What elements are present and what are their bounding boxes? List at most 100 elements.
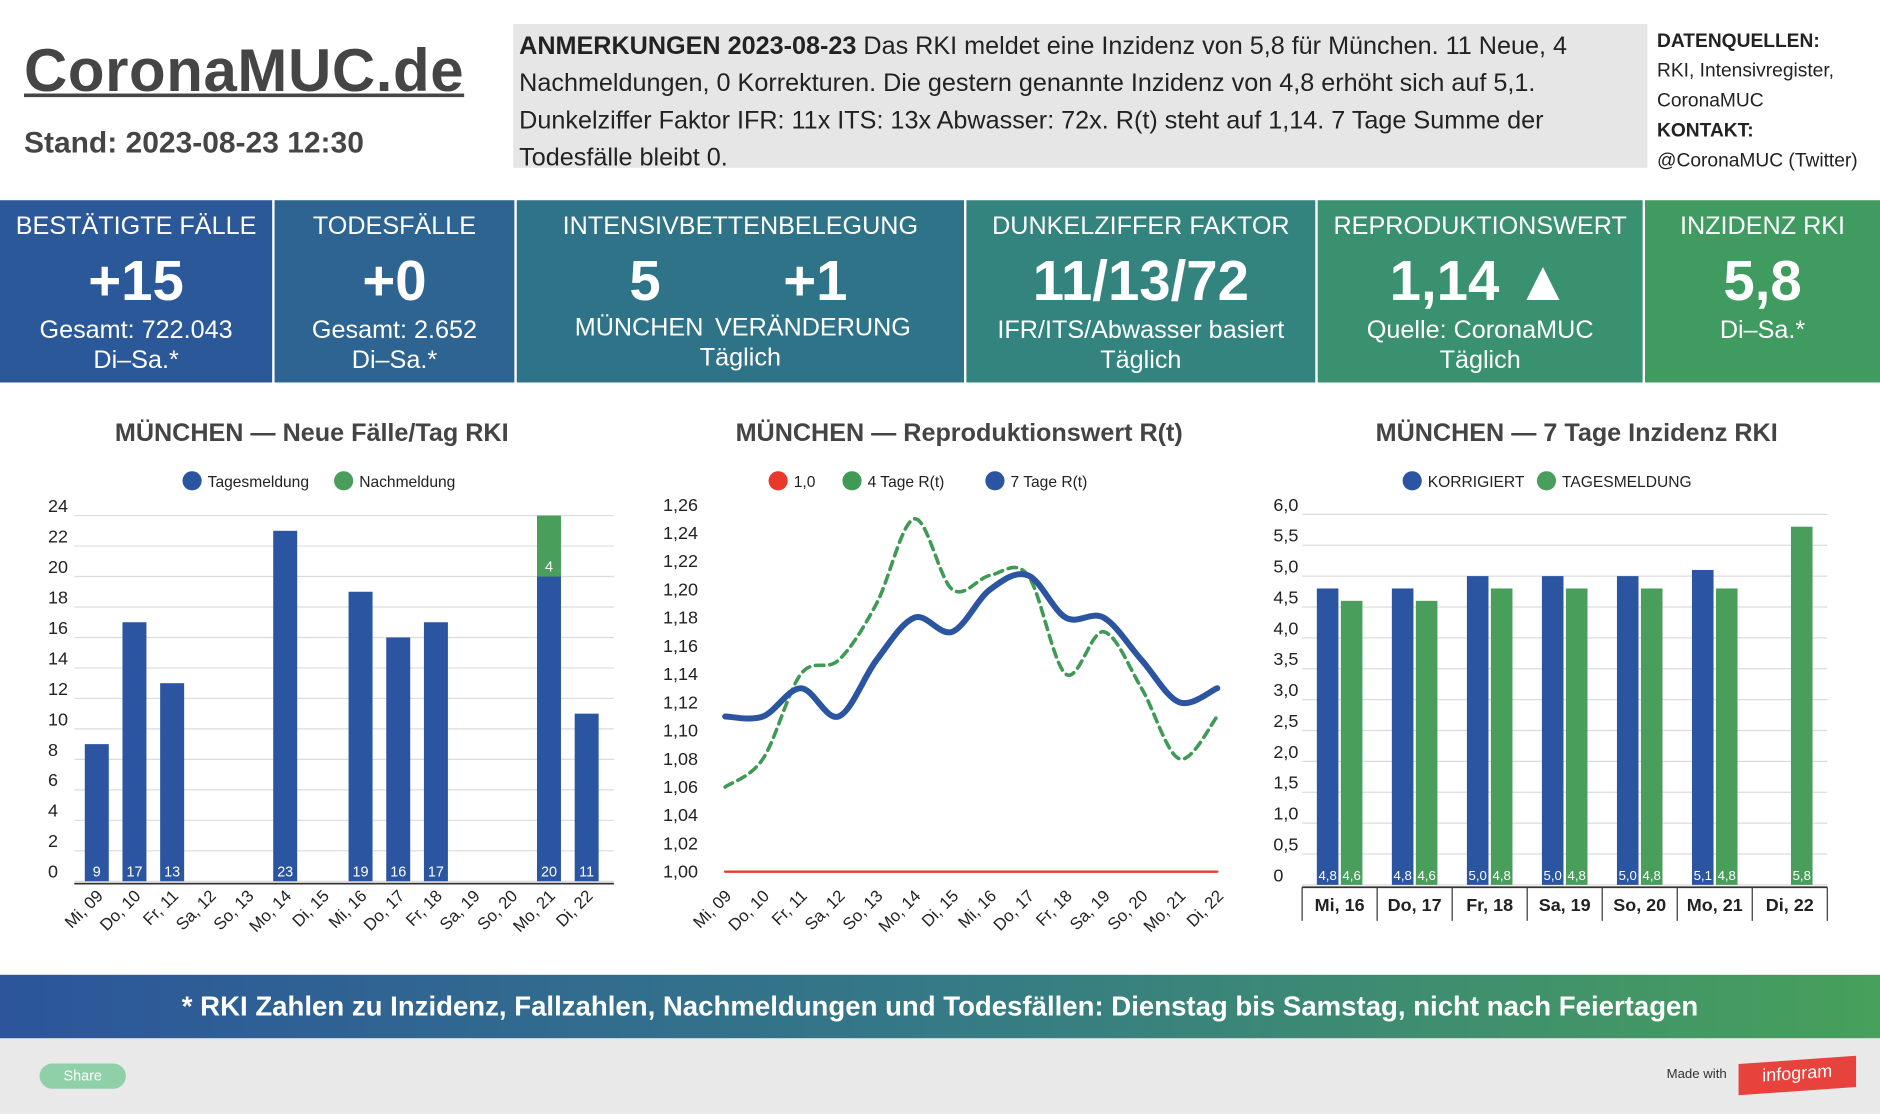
y-tick-label: 0 <box>48 862 58 882</box>
card: BESTÄTIGTE FÄLLE +15 Gesamt: 722.043 Di–… <box>0 200 273 383</box>
card: INZIDENZ RKI 5,8 Di–Sa.* <box>1645 200 1880 383</box>
bar <box>1565 588 1588 885</box>
y-tick-label: 24 <box>48 496 68 516</box>
legend-label: KORRIGIERT <box>1428 474 1525 491</box>
sources-text: RKI, Intensivregister, CoronaMUC <box>1657 61 1835 112</box>
y-tick-label: 6 <box>48 770 58 790</box>
bar <box>574 713 599 882</box>
bar <box>348 591 373 882</box>
value-label: 20 <box>541 864 557 880</box>
card: INTENSIVBETTENBELEGUNG 5 +1 MÜNCHEN VERÄ… <box>516 200 964 383</box>
y-tick-label: 3,0 <box>1273 680 1298 700</box>
value-label: 16 <box>390 864 406 880</box>
legend-marker <box>1402 471 1422 491</box>
value-label: 23 <box>277 864 293 880</box>
chart-title: MÜNCHEN — 7 Tage Inzidenz RKI <box>1376 418 1778 447</box>
x-tick-label: Sa, 19 <box>1539 895 1591 915</box>
x-tick-label: Mo, 21 <box>1140 886 1190 936</box>
bar <box>1415 600 1438 885</box>
card-line: Gesamt: 2.652 <box>311 316 478 345</box>
x-tick-label: Sa, 12 <box>801 886 849 934</box>
card-sublabel: VERÄNDERUNG <box>714 314 911 342</box>
card-line: Täglich <box>699 344 781 372</box>
bar <box>1640 588 1663 885</box>
share-button[interactable]: Share <box>39 1063 126 1089</box>
bar <box>160 683 185 882</box>
bar <box>1316 588 1339 885</box>
y-tick-label: 1,16 <box>663 636 698 656</box>
legend-marker <box>182 471 202 491</box>
card-line: IFR/ITS/Abwasser basiert <box>997 316 1285 345</box>
bar <box>536 576 561 882</box>
card-line: Quelle: CoronaMUC <box>1366 316 1594 345</box>
y-tick-label: 6,0 <box>1273 495 1298 515</box>
site-title[interactable]: CoronaMUC.de <box>23 37 465 105</box>
y-tick-label: 4 <box>48 801 58 821</box>
notes: ANMERKUNGEN 2023-08-23 Das RKI meldet ei… <box>513 23 1648 172</box>
legend-label: TAGESMELDUNG <box>1562 474 1692 491</box>
value-label: 19 <box>353 864 369 880</box>
value-label: 4,8 <box>1718 868 1736 883</box>
y-tick-label: 1,10 <box>663 721 698 741</box>
legend-label: 1,0 <box>794 474 816 491</box>
y-tick-label: 0,5 <box>1273 834 1298 854</box>
notes-text: Das RKI meldet eine Inzidenz von 5,8 für… <box>519 32 1567 172</box>
y-tick-label: 2,5 <box>1273 711 1298 731</box>
x-tick-label: Do, 10 <box>725 886 773 934</box>
notes-label: ANMERKUNGEN 2023-08-23 <box>519 32 857 60</box>
y-tick-label: 1,0 <box>1273 804 1298 824</box>
bar <box>1691 569 1714 885</box>
y-tick-label: 2,0 <box>1273 742 1298 762</box>
y-tick-label: 18 <box>48 587 68 607</box>
x-tick-label: Di, 22 <box>552 886 596 930</box>
x-tick-label: Do, 17 <box>990 886 1038 934</box>
x-tick-label: Do, 17 <box>360 886 408 934</box>
chart-title: MÜNCHEN — Reproduktionswert R(t) <box>736 418 1183 447</box>
x-tick-label: Do, 17 <box>1388 895 1442 915</box>
bar <box>1391 588 1414 885</box>
y-tick-label: 20 <box>48 557 68 577</box>
x-tick-label: So, 20 <box>1613 895 1666 915</box>
bar <box>84 744 109 882</box>
y-tick-label: 1,06 <box>663 777 698 797</box>
value-label: 17 <box>428 864 444 880</box>
value-label: 5,0 <box>1619 868 1637 883</box>
sources: DATENQUELLEN: RKI, Intensivregister, Cor… <box>1657 26 1880 176</box>
card-title: DUNKELZIFFER FAKTOR <box>992 212 1290 240</box>
stand: Stand: 2023-08-23 12:30 <box>23 125 364 160</box>
card-value: +1 <box>783 248 848 312</box>
chart-title: MÜNCHEN — Neue Fälle/Tag RKI <box>115 418 509 447</box>
y-tick-label: 1,02 <box>663 833 698 853</box>
y-tick-label: 1,20 <box>663 579 698 599</box>
sources-label: DATENQUELLEN: <box>1657 31 1820 52</box>
x-tick-label: Fr, 18 <box>1466 895 1513 915</box>
card-value: 5 <box>629 248 661 312</box>
y-tick-label: 4,5 <box>1273 587 1298 607</box>
bar <box>1616 576 1639 885</box>
bar <box>1790 526 1813 885</box>
card: REPRODUKTIONSWERT 1,14 ▲ Quelle: CoronaM… <box>1317 200 1643 383</box>
value-label: 5,8 <box>1793 868 1811 883</box>
bottom-bar <box>0 1038 1880 1114</box>
y-tick-label: 1,22 <box>663 551 698 571</box>
x-tick-label: Mo, 14 <box>875 886 925 936</box>
card-line: Di–Sa.* <box>93 346 179 375</box>
bar <box>536 515 561 577</box>
value-label: 5,0 <box>1544 868 1562 883</box>
card-value: 1,14 ▲ <box>1389 248 1571 312</box>
value-label: 5,1 <box>1694 868 1712 883</box>
legend-marker <box>334 471 354 491</box>
x-tick-label: Do, 10 <box>96 886 144 934</box>
card-value: 11/13/72 <box>1032 248 1249 312</box>
card-line: Täglich <box>1439 346 1521 375</box>
contact-text: @CoronaMUC (Twitter) <box>1657 151 1858 172</box>
y-tick-label: 1,08 <box>663 749 698 769</box>
x-tick-label: Sa, 19 <box>1066 886 1114 934</box>
value-label: 4,8 <box>1493 868 1511 883</box>
value-label: 5,0 <box>1469 868 1487 883</box>
value-label: 4,8 <box>1318 868 1336 883</box>
x-tick-label: Mo, 14 <box>246 886 296 936</box>
card-title: REPRODUKTIONSWERT <box>1333 212 1627 240</box>
